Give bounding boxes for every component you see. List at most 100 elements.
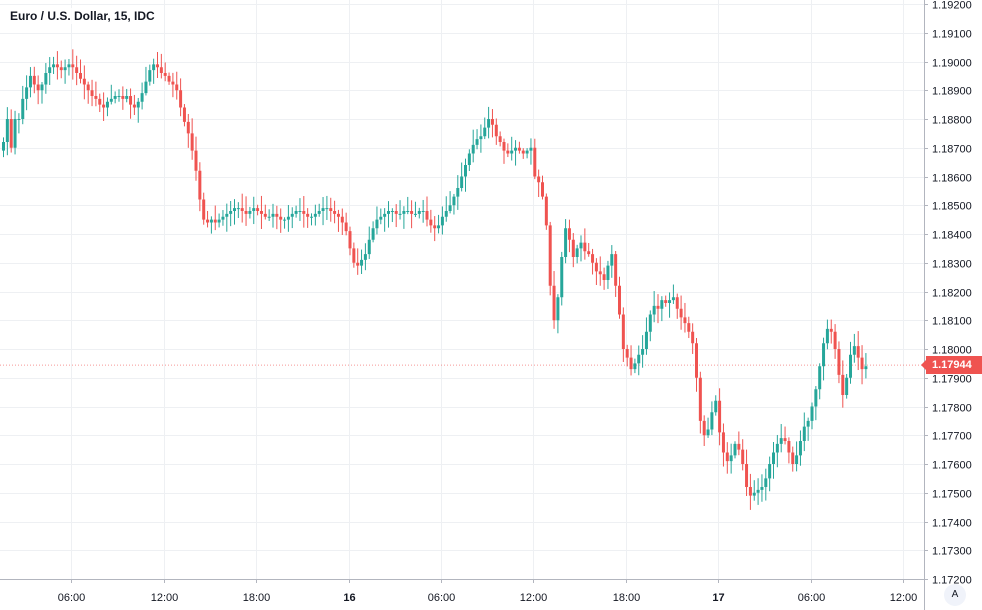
candle <box>452 193 456 215</box>
candle-body <box>36 84 40 91</box>
candle-body <box>325 208 329 210</box>
candle-body <box>502 142 506 151</box>
candle-body <box>837 349 841 375</box>
last-price-label: 1.17944 <box>921 356 982 375</box>
candle <box>637 345 641 376</box>
candle-body <box>772 452 775 464</box>
candle <box>17 113 21 134</box>
grid <box>0 0 924 580</box>
candle <box>833 324 837 359</box>
candle-body <box>59 67 63 71</box>
candle <box>113 91 117 104</box>
candle <box>618 276 621 319</box>
candle <box>52 56 56 74</box>
candle <box>464 158 467 192</box>
candle <box>129 88 133 119</box>
candle-body <box>852 346 856 355</box>
candle-body <box>825 328 829 344</box>
y-tick-label: 1.18700 <box>932 144 972 156</box>
candle-body <box>541 182 544 197</box>
x-tick-label: 17 <box>712 592 724 604</box>
candle <box>144 66 148 96</box>
candle <box>683 302 687 333</box>
candle-body <box>13 119 17 148</box>
candle <box>379 208 383 225</box>
candle-body <box>310 216 313 218</box>
candle <box>606 260 610 289</box>
candle-body <box>198 170 202 200</box>
y-tick-label: 1.18300 <box>932 259 972 271</box>
candle <box>567 219 571 253</box>
y-tick-label: 1.17300 <box>932 546 972 558</box>
candle <box>229 201 233 227</box>
candle-body <box>425 211 429 220</box>
candle <box>182 104 186 127</box>
candle <box>829 319 833 344</box>
candle-body <box>144 81 148 94</box>
candle-body <box>429 219 433 226</box>
y-tick-label: 1.17900 <box>932 374 972 386</box>
candle <box>306 208 310 228</box>
candle <box>55 51 59 80</box>
candle <box>429 209 433 233</box>
candle <box>787 437 791 464</box>
candle <box>625 344 629 367</box>
candle-body <box>745 464 749 487</box>
candle-body <box>283 219 287 221</box>
candle-body <box>618 285 621 315</box>
candle-body <box>798 441 802 456</box>
candle-body <box>683 317 687 324</box>
candle <box>652 291 656 323</box>
candle-body <box>109 98 113 102</box>
candle-body <box>152 64 156 71</box>
candle-body <box>537 176 541 183</box>
candle <box>629 345 633 376</box>
y-tick-label: 1.17700 <box>932 431 972 443</box>
candle <box>675 293 679 319</box>
candle-body <box>256 208 260 211</box>
candle-body <box>375 219 379 229</box>
candle <box>849 341 852 384</box>
candle <box>206 210 210 228</box>
candle-body <box>845 377 849 395</box>
candle <box>537 169 541 198</box>
candle-body <box>671 297 675 301</box>
candle <box>221 210 225 226</box>
candle-body <box>229 211 233 214</box>
candle <box>79 59 82 84</box>
y-tick-label: 1.17800 <box>932 403 972 415</box>
candle-body <box>687 323 691 332</box>
candle-body <box>360 259 364 266</box>
candle <box>775 434 779 468</box>
y-tick-label: 1.18800 <box>932 115 972 127</box>
auto-scale-button[interactable]: A <box>944 584 966 606</box>
candle <box>687 316 691 339</box>
candle <box>448 191 452 214</box>
candle-body <box>259 211 263 214</box>
y-tick-label: 1.17600 <box>932 460 972 472</box>
candle-body <box>775 443 779 453</box>
candle <box>132 94 136 116</box>
candle <box>460 162 464 192</box>
candle-body <box>598 271 602 275</box>
candle <box>822 337 826 381</box>
candle <box>564 219 568 264</box>
candle-body <box>121 96 125 99</box>
candle-body <box>348 231 352 249</box>
candle-body <box>175 84 179 91</box>
candle <box>209 216 213 234</box>
candle-body <box>810 406 814 421</box>
x-tick-label: 06:00 <box>428 592 456 604</box>
candle <box>490 109 494 138</box>
candle-body <box>467 153 471 165</box>
candle <box>502 138 506 164</box>
y-tick-label: 1.18200 <box>932 288 972 300</box>
candle-body <box>579 242 583 249</box>
candle-body <box>290 213 294 217</box>
candle-body <box>814 389 818 407</box>
candle <box>575 244 579 264</box>
candle <box>729 443 733 474</box>
